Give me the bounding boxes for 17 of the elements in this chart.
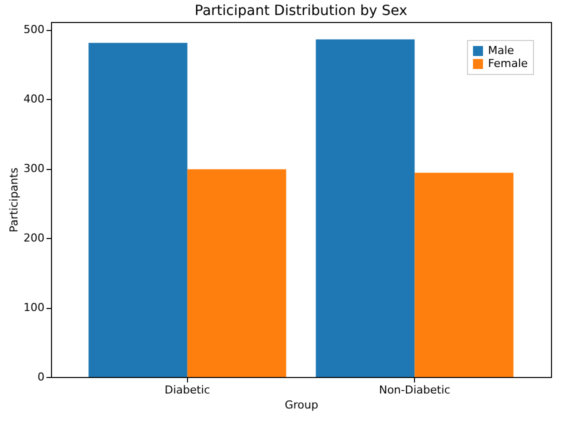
y-axis-title: Participants bbox=[8, 167, 21, 232]
x-tick-label: Diabetic bbox=[164, 384, 210, 396]
y-tick-label: 100 bbox=[24, 301, 44, 314]
y-tick-label: 500 bbox=[24, 23, 44, 36]
y-tick-label: 0 bbox=[38, 370, 44, 384]
bar bbox=[187, 169, 286, 377]
y-tick-label: 200 bbox=[24, 232, 44, 245]
bar bbox=[414, 172, 514, 377]
y-tick-label: 400 bbox=[24, 92, 44, 106]
x-axis-title: Group bbox=[284, 398, 318, 412]
x-tick-label: Non-Diabetic bbox=[378, 384, 450, 396]
bar bbox=[88, 42, 188, 377]
y-tick-label: 300 bbox=[24, 162, 44, 176]
legend-label: Male bbox=[488, 44, 514, 57]
chart-title: Participant Distribution by Sex bbox=[194, 3, 408, 19]
bar bbox=[316, 39, 415, 377]
legend-label: Female bbox=[488, 57, 528, 70]
